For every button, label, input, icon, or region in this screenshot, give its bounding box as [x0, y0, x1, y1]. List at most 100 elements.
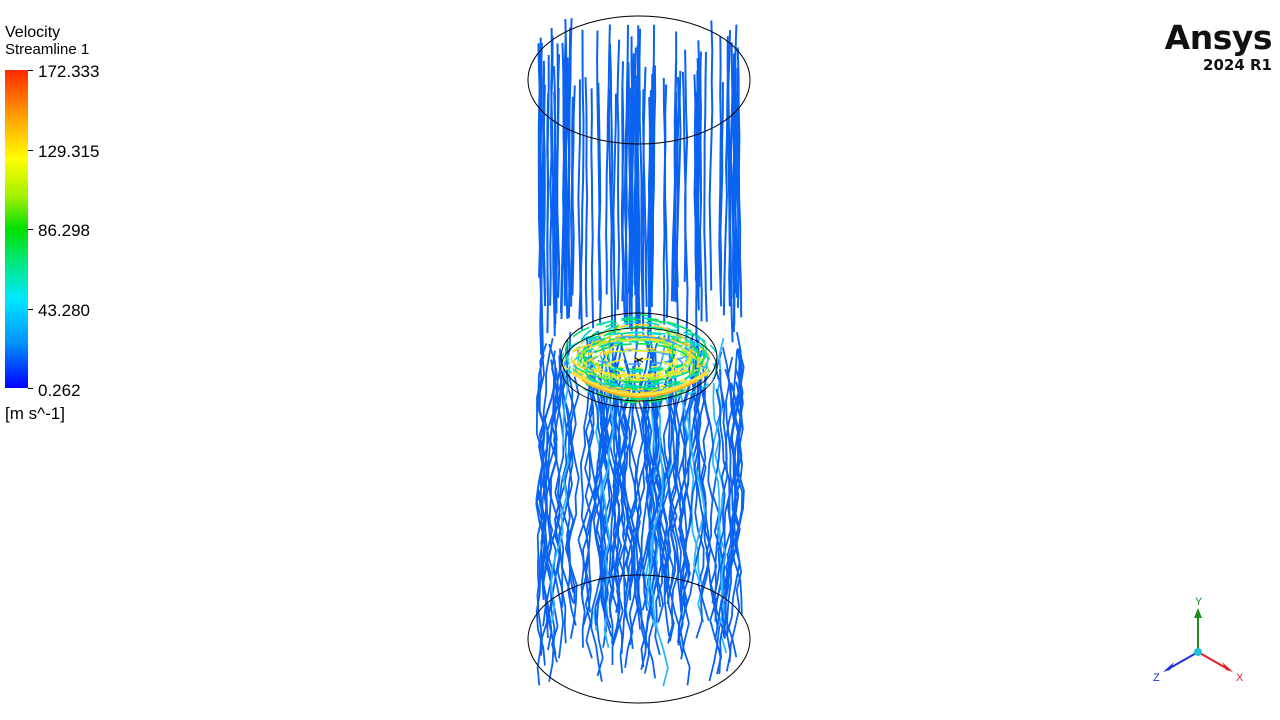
streamline [607, 88, 614, 329]
streamline [695, 91, 699, 302]
streamline [617, 384, 635, 601]
vortex-swirl [581, 347, 707, 394]
streamline [715, 388, 734, 659]
streamline [616, 39, 621, 310]
vortex-swirl [569, 338, 711, 377]
streamline [580, 387, 606, 604]
streamline [548, 339, 574, 682]
streamline [729, 88, 735, 299]
streamline [570, 96, 574, 307]
colorbar-tick [28, 70, 33, 71]
streamline [602, 378, 621, 613]
z-axis-arrow [1163, 662, 1174, 672]
legend-title: Velocity [5, 24, 61, 41]
streamline [662, 77, 669, 318]
colorbar-tick [28, 150, 33, 151]
streamline [708, 356, 740, 682]
domain-outline [527, 15, 751, 704]
axis-triad-icon[interactable]: Y X Z [1140, 590, 1260, 690]
streamline [550, 352, 570, 623]
streamline [542, 348, 565, 655]
vortex-swirl [588, 323, 692, 380]
colorbar-label: 86.298 [38, 221, 90, 240]
streamline [620, 61, 625, 302]
vortex-swirl [578, 331, 700, 404]
streamline [646, 74, 654, 345]
streamline [541, 383, 557, 600]
legend-subtitle: Streamline 1 [5, 41, 90, 58]
streamline [548, 388, 565, 659]
streamline [633, 75, 638, 346]
brand-version: 2024 R1 [1203, 56, 1272, 74]
vortex-swirl [560, 331, 709, 387]
vortex-front-band [581, 379, 699, 398]
streamline [546, 55, 550, 296]
triad-origin [1194, 648, 1202, 656]
vortex-swirl [573, 334, 700, 391]
streamline [538, 54, 543, 355]
streamline [712, 337, 727, 627]
inner-disk-outline-top [560, 312, 718, 402]
streamline [590, 88, 595, 329]
colorbar-label-min: 0.262 [38, 381, 81, 400]
streamline [708, 20, 714, 291]
streamline [711, 369, 728, 604]
streamline [584, 334, 595, 659]
streamline [584, 77, 589, 318]
vortex-swirl [582, 318, 705, 390]
streamline [725, 382, 745, 635]
streamline [571, 85, 576, 296]
x-axis-line [1197, 651, 1227, 669]
streamline [677, 384, 706, 584]
streamline [577, 79, 582, 320]
streamline [650, 65, 657, 306]
streamline [699, 386, 718, 603]
z-axis-line [1169, 651, 1199, 669]
streamline [719, 82, 724, 293]
streamline [732, 53, 738, 294]
streamline [636, 28, 642, 329]
colorbar-label-max: 172.333 [38, 62, 100, 81]
streamline [703, 51, 708, 322]
colorbar-tick [28, 388, 33, 389]
z-axis-label: Z [1153, 672, 1160, 684]
streamline [642, 66, 648, 307]
streamline [693, 360, 711, 596]
vortex-swirl [607, 313, 674, 388]
streamline [670, 61, 677, 302]
streamline [681, 71, 687, 282]
streamline [623, 24, 629, 325]
streamline [666, 333, 695, 605]
streamline [549, 35, 554, 306]
vortex-swirl [581, 338, 692, 377]
ansys-logo: Ansys 2024 R1 [1165, 19, 1273, 74]
streamline [564, 48, 569, 319]
streamline [577, 359, 597, 648]
streamline [612, 93, 617, 334]
streamline [540, 84, 546, 355]
streamline [541, 60, 546, 301]
streamline [567, 27, 572, 298]
streamline [629, 36, 634, 307]
streamline [736, 47, 743, 318]
streamline [641, 89, 645, 330]
streamline [579, 29, 585, 330]
streamline [592, 357, 612, 629]
streamline [650, 379, 691, 686]
streamline [556, 87, 561, 298]
streamline [559, 42, 566, 313]
streamline [696, 76, 702, 287]
streamline [566, 376, 580, 593]
bottom-cap-outline [527, 574, 751, 704]
vortex-swirl [605, 337, 676, 376]
center-marker [634, 357, 644, 363]
colorbar-tick [28, 309, 33, 310]
streamline [624, 361, 658, 668]
streamline [727, 30, 732, 301]
streamline [722, 75, 729, 316]
colorbar-label: 43.280 [38, 301, 90, 320]
streamline [675, 70, 682, 341]
streamline [735, 67, 740, 308]
top-cap-outline [527, 15, 751, 145]
